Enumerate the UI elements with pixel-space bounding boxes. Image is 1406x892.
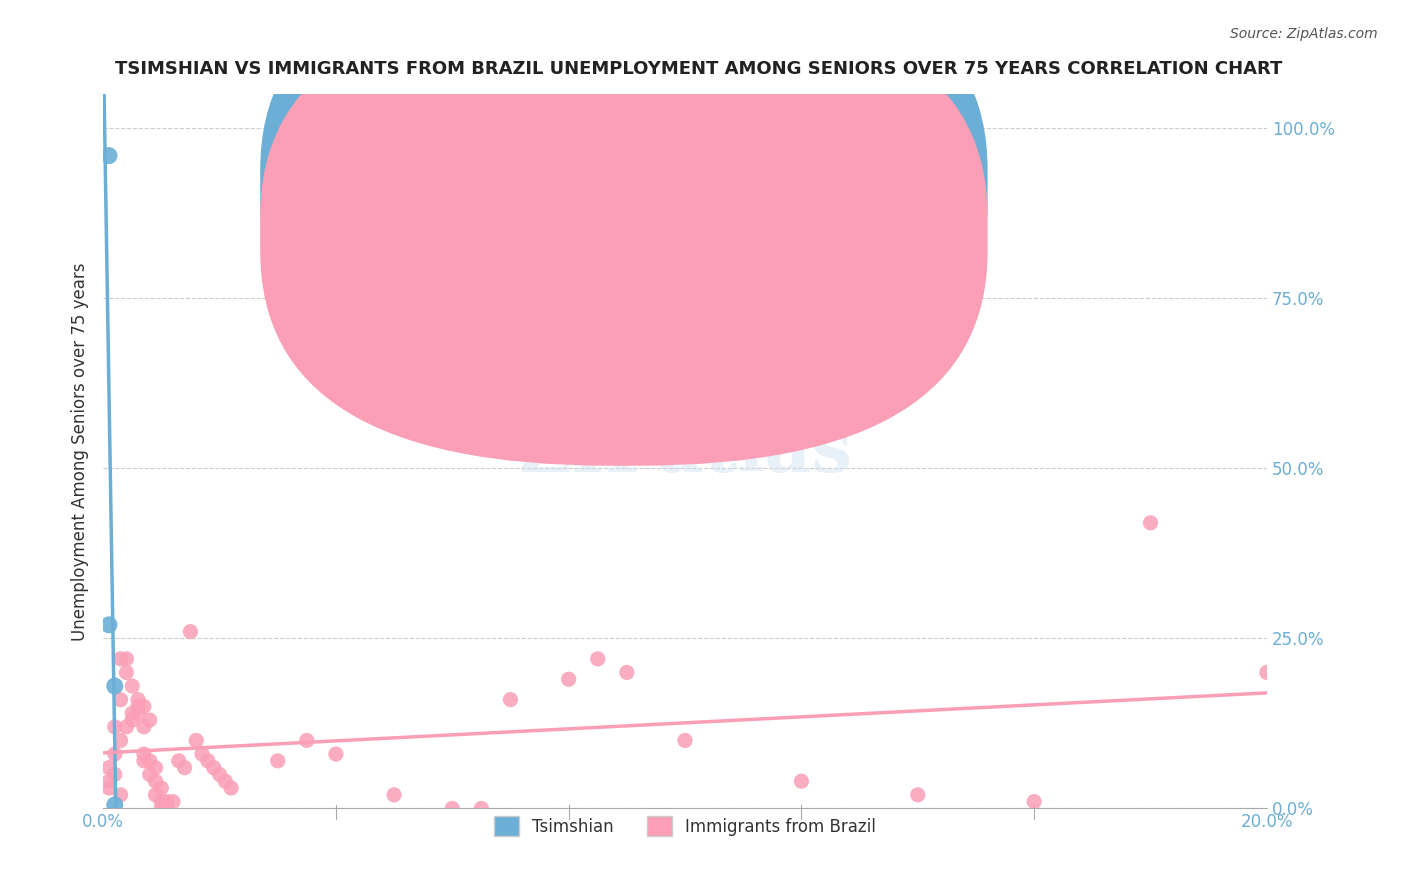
Point (162, 795, 184, 809)
Point (115, 665, 138, 680)
Point (97, 617, 120, 632)
FancyBboxPatch shape (260, 0, 987, 419)
Point (104, 679, 127, 693)
Point (132, 720, 155, 734)
Point (267, 754, 290, 768)
Point (907, 788, 929, 802)
Point (470, 801, 492, 815)
Point (121, 679, 143, 693)
Point (104, 720, 127, 734)
Point (382, 788, 405, 802)
Point (132, 754, 155, 768)
Point (121, 706, 143, 721)
Point (1256, 665, 1278, 680)
Point (110, 692, 132, 706)
Point (138, 754, 160, 768)
Point (191, 747, 214, 761)
Point (499, 692, 522, 706)
Point (104, 798, 127, 813)
Point (325, 747, 347, 761)
Point (156, 801, 179, 815)
Point (173, 761, 195, 775)
Text: Source: ZipAtlas.com: Source: ZipAtlas.com (1230, 27, 1378, 41)
Point (132, 747, 155, 761)
Point (110, 733, 132, 747)
Point (104, 767, 127, 781)
Point (127, 699, 149, 714)
Point (97, 761, 120, 775)
Point (208, 767, 231, 781)
Point (673, 733, 696, 747)
Point (790, 774, 813, 789)
Point (115, 720, 138, 734)
Point (97, 774, 120, 789)
Point (202, 761, 225, 775)
Legend: Tsimshian, Immigrants from Brazil: Tsimshian, Immigrants from Brazil (486, 809, 883, 843)
Point (145, 788, 167, 802)
Point (97, 780, 120, 795)
Point (156, 795, 179, 809)
Y-axis label: Unemployment Among Seniors over 75 years: Unemployment Among Seniors over 75 years (72, 262, 89, 640)
Point (1024, 795, 1046, 809)
Point (127, 706, 149, 721)
Point (110, 652, 132, 666)
Point (167, 754, 190, 768)
Point (616, 665, 638, 680)
Point (104, 747, 127, 761)
Point (1139, 516, 1161, 530)
Point (295, 733, 318, 747)
Point (145, 774, 167, 789)
Point (179, 624, 201, 639)
Point (150, 795, 173, 809)
FancyBboxPatch shape (260, 2, 987, 466)
Point (97, 148, 120, 162)
Text: R = 0.562   N =  4: R = 0.562 N = 4 (650, 180, 790, 194)
Point (145, 761, 167, 775)
Point (150, 801, 173, 815)
Point (115, 652, 138, 666)
Point (219, 780, 242, 795)
Point (132, 699, 155, 714)
Point (150, 780, 173, 795)
Point (197, 754, 219, 768)
Text: R = 0.294   N = 61: R = 0.294 N = 61 (650, 227, 794, 241)
Point (121, 713, 143, 727)
Point (138, 713, 160, 727)
Point (557, 672, 579, 686)
Text: TSIMSHIAN VS IMMIGRANTS FROM BRAZIL UNEMPLOYMENT AMONG SENIORS OVER 75 YEARS COR: TSIMSHIAN VS IMMIGRANTS FROM BRAZIL UNEM… (115, 60, 1282, 78)
Point (186, 733, 208, 747)
Point (110, 788, 132, 802)
Point (127, 692, 149, 706)
Point (138, 767, 160, 781)
Point (586, 652, 609, 666)
Point (214, 774, 236, 789)
FancyBboxPatch shape (586, 145, 900, 273)
Text: ZIPatlas: ZIPatlas (517, 416, 852, 487)
Point (441, 801, 464, 815)
